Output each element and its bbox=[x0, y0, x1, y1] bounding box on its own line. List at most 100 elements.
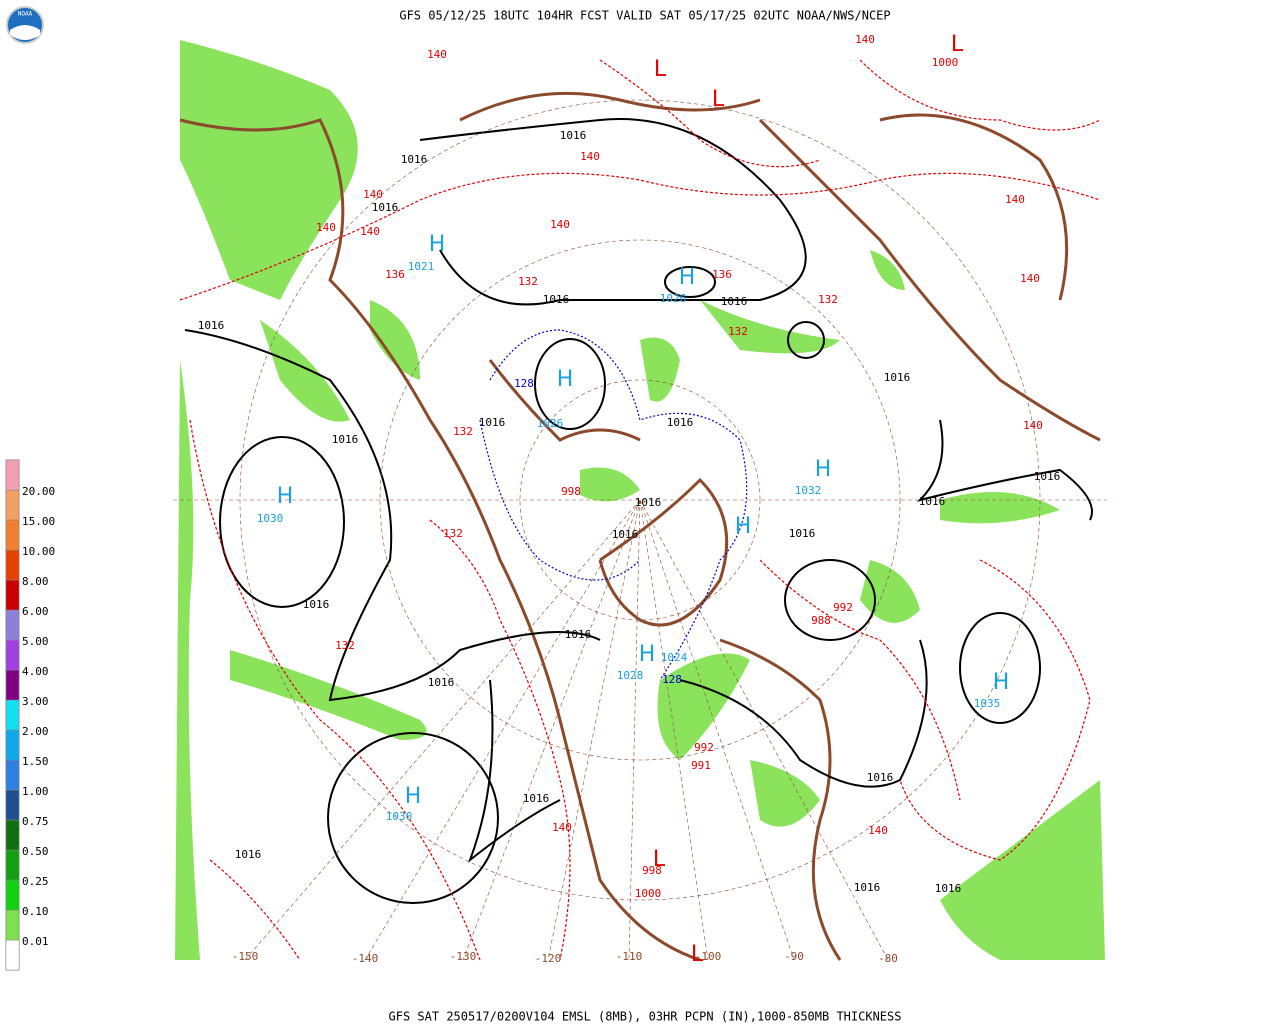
legend-label: 2.00 bbox=[22, 725, 49, 738]
legend-label: 0.01 bbox=[22, 935, 49, 948]
thickness-label: 140 bbox=[550, 218, 570, 231]
legend-swatch bbox=[5, 789, 20, 821]
high-center: H bbox=[405, 784, 422, 809]
high-pressure-value: 1032 bbox=[795, 484, 822, 497]
longitude-label: -110 bbox=[616, 950, 643, 963]
high-pressure-value: 1021 bbox=[408, 260, 435, 273]
graticule bbox=[173, 99, 1107, 961]
thickness-label: 132 bbox=[728, 325, 748, 338]
thickness-label: 128 bbox=[662, 673, 682, 686]
isobar-label: 1016 bbox=[867, 771, 894, 784]
low-center: L bbox=[691, 942, 704, 967]
low-pressure-value: 1000 bbox=[932, 56, 959, 69]
title: GFS 05/12/25 18UTC 104HR FCST VALID SAT … bbox=[399, 9, 890, 23]
thickness-label: 140 bbox=[552, 821, 572, 834]
thickness-label: 140 bbox=[363, 188, 383, 201]
coastlines bbox=[179, 91, 1101, 962]
logo-text: NOAA bbox=[18, 11, 33, 18]
isobar-label: 1016 bbox=[332, 433, 359, 446]
longitude-label: -90 bbox=[784, 950, 804, 963]
high-pressure-value: 1028 bbox=[617, 669, 644, 682]
legend-swatch bbox=[5, 699, 20, 731]
isobar-label: 1016 bbox=[303, 598, 330, 611]
legend-swatch bbox=[5, 669, 20, 701]
legend-label: 0.25 bbox=[22, 875, 49, 888]
low-pressure-value: 992 bbox=[694, 741, 714, 754]
legend-label: 4.00 bbox=[22, 665, 49, 678]
legend-swatch bbox=[5, 579, 20, 611]
isobar-label: 1016 bbox=[401, 153, 428, 166]
isobar-label: 1016 bbox=[428, 676, 455, 689]
low-center: L bbox=[712, 87, 725, 112]
thickness-contours bbox=[179, 59, 1101, 961]
isobar-label: 1016 bbox=[235, 848, 262, 861]
thickness-label: 132 bbox=[443, 527, 463, 540]
longitude-label: -150 bbox=[232, 950, 259, 963]
thickness-label: 140 bbox=[360, 225, 380, 238]
high-center: H bbox=[735, 514, 752, 539]
high-pressure-value: 1030 bbox=[257, 512, 284, 525]
thickness-label: 132 bbox=[453, 425, 473, 438]
legend-swatch bbox=[5, 909, 20, 941]
footer-caption: GFS SAT 250517/0200V104 EMSL (8MB), 03HR… bbox=[389, 1010, 902, 1024]
longitude-label: -130 bbox=[450, 950, 477, 963]
map-area bbox=[173, 34, 1107, 966]
low-center: L bbox=[653, 847, 666, 872]
legend-label: 1.50 bbox=[22, 755, 49, 768]
longitude-label: -120 bbox=[535, 952, 562, 965]
high-pressure-value: 1035 bbox=[974, 697, 1001, 710]
high-center: H bbox=[993, 670, 1010, 695]
legend-swatch bbox=[5, 879, 20, 911]
legend-label: 3.00 bbox=[22, 695, 49, 708]
high-center: H bbox=[815, 457, 832, 482]
low-center: L bbox=[654, 57, 667, 82]
isobar-label: 1016 bbox=[721, 295, 748, 308]
low-pressure-value: 992 bbox=[833, 601, 853, 614]
low-pressure-value: 1000 bbox=[635, 887, 662, 900]
logo-wave bbox=[10, 25, 40, 40]
legend-label: 5.00 bbox=[22, 635, 49, 648]
thickness-label: 128 bbox=[514, 377, 534, 390]
isobar-label: 1016 bbox=[919, 495, 946, 508]
legend-swatch bbox=[5, 459, 20, 491]
legend-swatch bbox=[5, 489, 20, 521]
legend-label: 0.75 bbox=[22, 815, 49, 828]
isobar-label: 1016 bbox=[1034, 470, 1061, 483]
isobar-label: 1016 bbox=[884, 371, 911, 384]
legend-label: 0.50 bbox=[22, 845, 49, 858]
isobar-label: 1016 bbox=[543, 293, 570, 306]
high-pressure-value: 1030 bbox=[386, 810, 413, 823]
thickness-label: 140 bbox=[1020, 272, 1040, 285]
legend-label: 0.10 bbox=[22, 905, 49, 918]
legend-swatch bbox=[5, 609, 20, 641]
high-pressure-value: 1024 bbox=[661, 651, 688, 664]
legend-swatch bbox=[5, 639, 20, 671]
low-center: L bbox=[951, 32, 964, 57]
high-center: H bbox=[639, 642, 656, 667]
legend-swatch bbox=[5, 849, 20, 881]
high-center: H bbox=[277, 484, 294, 509]
isobar-label: 1016 bbox=[565, 628, 592, 641]
isobar-label: 1016 bbox=[667, 416, 694, 429]
low-pressure-value: 998 bbox=[642, 864, 662, 877]
thickness-label: 132 bbox=[335, 639, 355, 652]
thickness-label: 140 bbox=[1023, 419, 1043, 432]
isobar-label: 1016 bbox=[560, 129, 587, 142]
legend-label: 8.00 bbox=[22, 575, 49, 588]
isobar-label: 1016 bbox=[935, 882, 962, 895]
isobar-label: 1016 bbox=[372, 201, 399, 214]
high-center: H bbox=[679, 265, 696, 290]
isobar-label: 1016 bbox=[198, 319, 225, 332]
thickness-label: 140 bbox=[855, 33, 875, 46]
isobar-label: 1016 bbox=[479, 416, 506, 429]
legend-swatch bbox=[5, 519, 20, 551]
legend-swatch bbox=[5, 819, 20, 851]
thickness-label: 140 bbox=[427, 48, 447, 61]
longitude-label: -100 bbox=[695, 950, 722, 963]
cold-thickness bbox=[479, 329, 748, 681]
thickness-label: 136 bbox=[385, 268, 405, 281]
legend-swatch bbox=[5, 939, 20, 971]
high-pressure-value: 1026 bbox=[537, 417, 564, 430]
